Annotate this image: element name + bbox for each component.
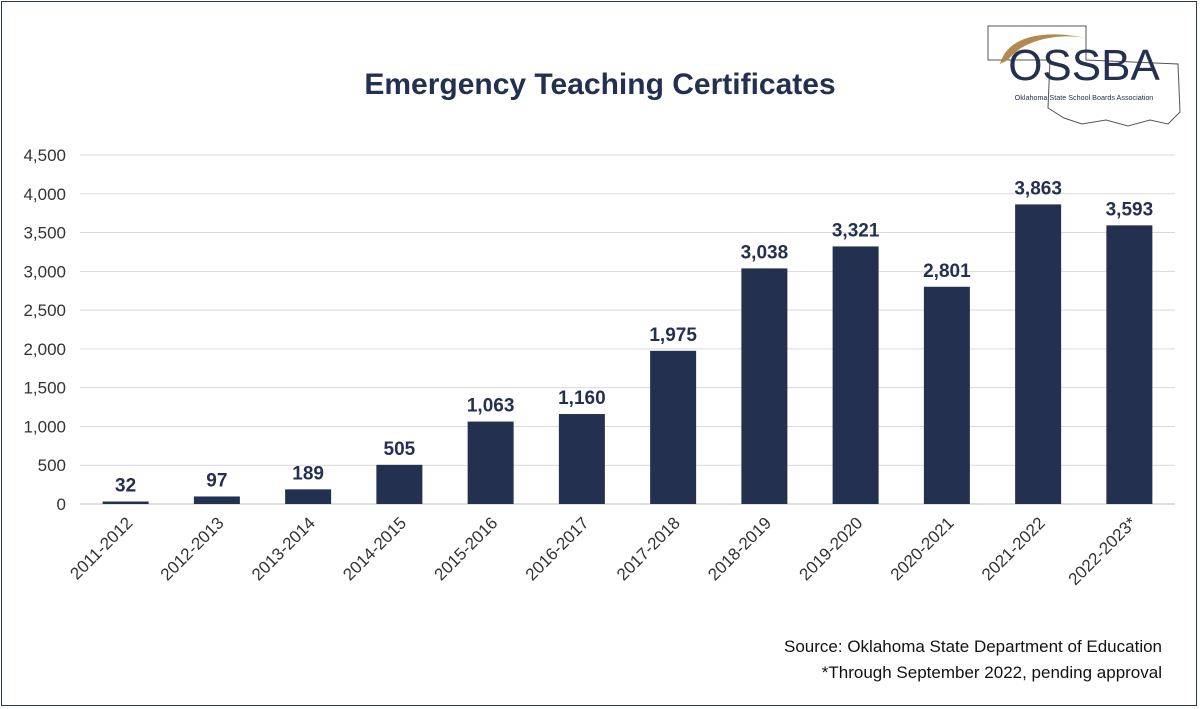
bar bbox=[1015, 204, 1062, 504]
y-tick-label: 500 bbox=[38, 456, 66, 475]
data-label: 2,801 bbox=[923, 261, 971, 282]
logo-swoosh bbox=[1000, 34, 1086, 64]
y-tick-label: 3,000 bbox=[23, 262, 66, 281]
oklahoma-outline bbox=[987, 25, 1181, 127]
data-label: 505 bbox=[384, 439, 416, 460]
bar bbox=[558, 414, 605, 504]
y-tick-label: 2,000 bbox=[23, 340, 66, 359]
data-label: 3,593 bbox=[1106, 199, 1154, 220]
bar bbox=[376, 464, 423, 504]
data-label: 97 bbox=[206, 470, 227, 491]
y-tick-label: 3,500 bbox=[23, 224, 66, 243]
grid-layer bbox=[80, 154, 1175, 505]
y-tick-label: 4,500 bbox=[23, 146, 66, 165]
y-tick-label: 1,500 bbox=[23, 379, 66, 398]
data-label: 1,975 bbox=[649, 325, 697, 346]
x-tick-label: 2018-2019 bbox=[704, 513, 775, 584]
x-tick-label: 2017-2018 bbox=[613, 513, 684, 584]
bar bbox=[193, 496, 240, 504]
y-axis-tick-labels: 0 500 1,000 1,500 2,000 2,500 3,000 3,500 4,000 4… bbox=[23, 146, 66, 514]
x-axis-tick-labels: 2011-2012 2012-2013 2013-2014 2014-2015 2015… bbox=[66, 513, 1140, 589]
bar bbox=[923, 286, 970, 504]
y-tick-label: 2,500 bbox=[23, 301, 66, 320]
y-tick-label: 4,000 bbox=[23, 185, 66, 204]
x-tick-label: 2012-2013 bbox=[157, 513, 228, 584]
x-tick-label: 2011-2012 bbox=[66, 513, 136, 583]
pending-note: *Through September 2022, pending approva… bbox=[821, 663, 1162, 682]
data-label: 3,038 bbox=[741, 242, 789, 263]
bar bbox=[650, 350, 697, 504]
x-tick-label: 2016-2017 bbox=[522, 513, 593, 584]
data-labels: 32 97 189 505 1,063 1,160 1,975 3,038 3,321 2,801… bbox=[115, 178, 1153, 496]
bar bbox=[467, 421, 514, 504]
y-tick-label: 0 bbox=[57, 495, 66, 514]
bar bbox=[285, 489, 332, 504]
data-label: 32 bbox=[115, 476, 136, 497]
y-tick-label: 1,000 bbox=[23, 417, 66, 436]
bar bbox=[1106, 225, 1153, 504]
logo-wordmark: OSSBA bbox=[1008, 41, 1160, 90]
ossba-logo: OSSBA Oklahoma State School Boards Assoc… bbox=[987, 25, 1181, 127]
x-tick-label: 2021-2022 bbox=[978, 513, 1049, 584]
data-label: 1,063 bbox=[467, 396, 515, 417]
x-tick-label: 2013-2014 bbox=[248, 513, 319, 584]
data-label: 3,863 bbox=[1014, 178, 1062, 199]
x-tick-label: 2019-2020 bbox=[796, 513, 867, 584]
data-label: 189 bbox=[292, 463, 324, 484]
bar bbox=[102, 501, 149, 504]
x-tick-label: 2014-2015 bbox=[339, 513, 410, 584]
data-label: 1,160 bbox=[558, 388, 606, 409]
logo-subtitle: Oklahoma State School Boards Association bbox=[1015, 93, 1154, 102]
bar bbox=[832, 246, 879, 505]
x-tick-label: 2015-2016 bbox=[431, 513, 502, 584]
data-label: 3,321 bbox=[832, 220, 880, 241]
chart-title: Emergency Teaching Certificates bbox=[364, 68, 836, 101]
x-tick-label: 2020-2021 bbox=[887, 513, 958, 584]
source-note: Source: Oklahoma State Department of Edu… bbox=[784, 637, 1162, 656]
bar bbox=[741, 268, 788, 504]
x-tick-label: 2022-2023* bbox=[1065, 513, 1141, 589]
bars bbox=[102, 204, 1153, 505]
